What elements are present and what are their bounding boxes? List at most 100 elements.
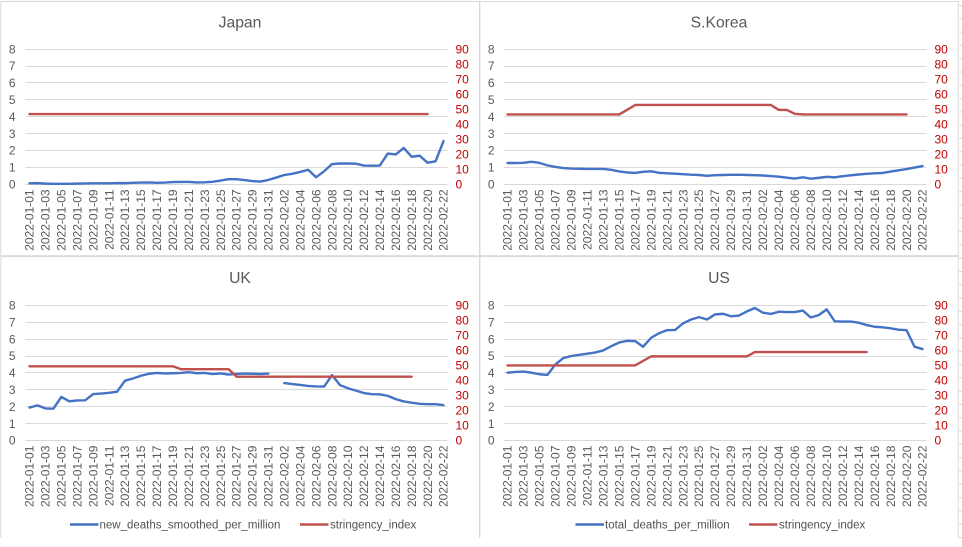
svg-text:S.Korea: S.Korea [691, 15, 748, 32]
svg-text:2022-02-08: 2022-02-08 [804, 189, 818, 251]
svg-text:90: 90 [935, 42, 949, 56]
svg-text:2022-01-09: 2022-01-09 [86, 189, 100, 251]
svg-text:2022-01-13: 2022-01-13 [596, 189, 610, 251]
svg-text:2022-02-06: 2022-02-06 [309, 445, 323, 507]
svg-text:20: 20 [456, 404, 470, 418]
svg-text:2022-01-03: 2022-01-03 [517, 189, 531, 251]
svg-text:30: 30 [935, 389, 949, 403]
svg-text:2022-02-02: 2022-02-02 [756, 189, 770, 251]
svg-text:6: 6 [9, 76, 16, 90]
svg-text:1: 1 [488, 161, 495, 175]
svg-text:2022-01-23: 2022-01-23 [198, 189, 212, 251]
svg-text:4: 4 [9, 366, 16, 380]
svg-text:5: 5 [488, 349, 495, 363]
svg-text:6: 6 [9, 332, 16, 346]
svg-text:6: 6 [488, 332, 495, 346]
svg-text:8: 8 [9, 42, 16, 56]
svg-text:5: 5 [488, 93, 495, 107]
svg-text:2022-02-12: 2022-02-12 [836, 445, 850, 507]
svg-text:2022-01-09: 2022-01-09 [565, 189, 579, 251]
svg-text:2022-02-14: 2022-02-14 [373, 445, 387, 507]
svg-text:stringency_index: stringency_index [330, 520, 417, 532]
svg-text:4: 4 [488, 366, 495, 380]
svg-text:2022-02-04: 2022-02-04 [293, 445, 307, 507]
svg-text:2022-02-10: 2022-02-10 [820, 445, 834, 507]
svg-text:2022-01-07: 2022-01-07 [549, 445, 563, 507]
svg-text:2022-01-29: 2022-01-29 [724, 189, 738, 251]
svg-text:60: 60 [456, 87, 470, 101]
svg-text:2022-02-02: 2022-02-02 [756, 445, 770, 507]
svg-text:2022-02-18: 2022-02-18 [405, 445, 419, 507]
svg-text:2022-02-14: 2022-02-14 [373, 189, 387, 251]
svg-text:60: 60 [935, 87, 949, 101]
svg-text:2022-01-19: 2022-01-19 [644, 445, 658, 507]
svg-text:7: 7 [488, 315, 495, 329]
svg-text:0: 0 [456, 178, 463, 192]
svg-text:2022-01-05: 2022-01-05 [55, 189, 69, 251]
svg-text:80: 80 [456, 57, 470, 71]
svg-text:2022-02-04: 2022-02-04 [772, 189, 786, 251]
svg-text:2022-02-20: 2022-02-20 [900, 445, 914, 507]
svg-text:2022-02-02: 2022-02-02 [277, 445, 291, 507]
svg-text:10: 10 [456, 419, 470, 433]
svg-text:2022-02-12: 2022-02-12 [357, 189, 371, 251]
svg-text:8: 8 [488, 299, 495, 313]
svg-text:Japan: Japan [219, 15, 262, 32]
svg-text:2022-02-08: 2022-02-08 [325, 445, 339, 507]
svg-text:1: 1 [9, 161, 16, 175]
svg-text:10: 10 [935, 162, 949, 176]
svg-text:8: 8 [9, 299, 16, 313]
svg-text:2022-02-12: 2022-02-12 [357, 445, 371, 507]
svg-text:2022-02-12: 2022-02-12 [836, 189, 850, 251]
svg-text:70: 70 [456, 72, 470, 86]
svg-text:7: 7 [9, 59, 16, 73]
svg-text:2022-02-14: 2022-02-14 [852, 189, 866, 251]
svg-text:2022-01-11: 2022-01-11 [102, 445, 116, 506]
svg-text:2022-02-08: 2022-02-08 [804, 445, 818, 507]
svg-text:2022-01-01: 2022-01-01 [23, 445, 37, 507]
svg-text:2022-02-20: 2022-02-20 [421, 189, 435, 251]
svg-text:3: 3 [488, 127, 495, 141]
svg-text:2022-02-18: 2022-02-18 [405, 189, 419, 251]
svg-text:50: 50 [935, 359, 949, 373]
svg-text:2022-02-06: 2022-02-06 [788, 189, 802, 251]
svg-text:4: 4 [9, 110, 16, 124]
svg-text:80: 80 [935, 57, 949, 71]
svg-text:2022-01-05: 2022-01-05 [533, 445, 547, 507]
svg-text:2022-01-01: 2022-01-01 [501, 445, 515, 507]
svg-text:2022-01-21: 2022-01-21 [660, 445, 674, 507]
svg-text:50: 50 [456, 359, 470, 373]
svg-text:2: 2 [488, 144, 495, 158]
svg-text:0: 0 [456, 434, 463, 448]
svg-text:2022-01-27: 2022-01-27 [708, 445, 722, 507]
svg-text:2022-01-23: 2022-01-23 [198, 445, 212, 507]
svg-text:2022-02-22: 2022-02-22 [437, 445, 451, 507]
svg-text:70: 70 [935, 72, 949, 86]
svg-text:40: 40 [456, 374, 470, 388]
svg-text:2022-02-22: 2022-02-22 [916, 445, 930, 507]
svg-text:30: 30 [456, 389, 470, 403]
svg-text:7: 7 [9, 315, 16, 329]
svg-text:2: 2 [9, 400, 16, 414]
svg-text:2022-02-10: 2022-02-10 [341, 189, 355, 251]
svg-text:70: 70 [456, 329, 470, 343]
svg-text:2022-01-27: 2022-01-27 [230, 189, 244, 251]
svg-text:7: 7 [488, 59, 495, 73]
svg-text:10: 10 [935, 419, 949, 433]
svg-text:2022-01-13: 2022-01-13 [596, 445, 610, 507]
svg-text:3: 3 [9, 127, 16, 141]
svg-text:2022-02-06: 2022-02-06 [788, 445, 802, 507]
svg-text:2022-01-19: 2022-01-19 [166, 189, 180, 251]
svg-text:2022-01-21: 2022-01-21 [182, 189, 196, 251]
svg-text:30: 30 [456, 132, 470, 146]
svg-text:80: 80 [935, 314, 949, 328]
svg-text:2: 2 [9, 144, 16, 158]
svg-text:2022-01-21: 2022-01-21 [660, 189, 674, 251]
svg-text:2022-01-11: 2022-01-11 [581, 445, 595, 506]
svg-text:2: 2 [488, 400, 495, 414]
svg-text:stringency_index: stringency_index [779, 520, 866, 532]
svg-text:2022-01-07: 2022-01-07 [549, 189, 563, 251]
svg-text:0: 0 [488, 178, 495, 192]
svg-text:80: 80 [456, 314, 470, 328]
svg-text:2022-01-13: 2022-01-13 [118, 189, 132, 251]
